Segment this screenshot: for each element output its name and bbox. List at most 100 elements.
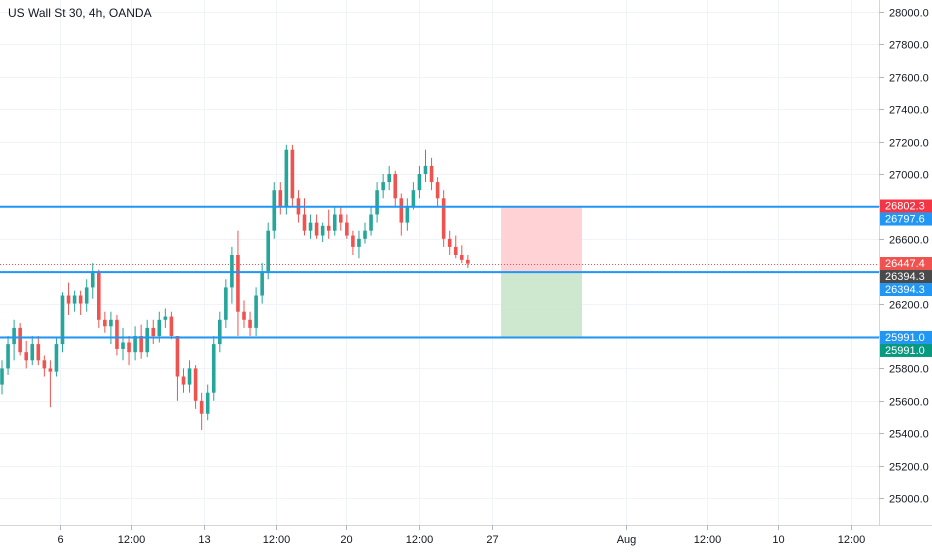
candle-body <box>42 360 47 369</box>
candle-body <box>24 352 28 361</box>
candle-body <box>272 190 277 231</box>
candle-body <box>441 198 446 239</box>
candle-body <box>145 327 149 353</box>
candle-body <box>109 319 113 327</box>
time-tick-label: 12:00 <box>263 534 291 546</box>
candle-body <box>466 259 470 264</box>
position-zones <box>501 206 582 338</box>
candle-body <box>320 225 325 236</box>
candle-body <box>163 316 168 320</box>
candle-body <box>48 368 53 372</box>
price-tick-label: 27400.0 <box>889 105 929 117</box>
candle-body <box>339 214 343 223</box>
candle-body <box>375 190 379 215</box>
stop-loss-zone[interactable] <box>501 206 582 273</box>
candle-body <box>351 235 355 247</box>
candle-body <box>97 271 101 320</box>
price-tick-label: 27200.0 <box>889 138 929 150</box>
candle-body <box>423 165 428 174</box>
price-label-text: 26797.6 <box>885 214 925 226</box>
candle-body <box>435 182 440 199</box>
candle-body <box>115 319 119 349</box>
price-label-tag <box>880 330 932 344</box>
candle-body <box>157 319 162 336</box>
candles <box>0 144 470 430</box>
candle-body <box>187 368 192 385</box>
price-tick-label: 27600.0 <box>889 73 929 85</box>
candle-body <box>393 174 398 199</box>
candle-body <box>260 271 264 296</box>
candle-body <box>103 319 107 327</box>
time-axis[interactable]: 6 12:00 13 12:00 20 12:00 27 Aug 12:00 10 12:00 <box>57 525 865 546</box>
candle-body <box>181 376 186 385</box>
price-label-text: 26394.3 <box>885 271 925 283</box>
price-label-tag <box>880 199 932 213</box>
candle-body <box>248 319 252 328</box>
time-tick-label: 13 <box>198 534 210 546</box>
candle-body <box>345 222 349 236</box>
chart-title: US Wall St 30, 4h, OANDA <box>8 6 152 20</box>
price-label-tag <box>880 212 932 226</box>
candle-body <box>332 214 337 231</box>
candle-body <box>290 149 295 199</box>
candle-body <box>30 344 35 361</box>
time-tick-label: 20 <box>340 534 352 546</box>
candle-body <box>54 344 59 372</box>
price-tick-label: 27800.0 <box>889 40 929 52</box>
candle-body <box>453 246 458 255</box>
time-tick-label: 10 <box>772 534 784 546</box>
candle-body <box>326 225 331 231</box>
take-profit-zone[interactable] <box>501 272 582 338</box>
price-label-text: 26447.4 <box>885 258 925 270</box>
candle-body <box>460 255 464 260</box>
price-tick-label: 28000.0 <box>889 8 929 20</box>
candle-body <box>36 344 41 361</box>
candle-body <box>175 336 180 377</box>
candle-body <box>447 238 452 247</box>
candle-body <box>242 311 246 320</box>
candle-body <box>60 295 65 345</box>
candle-body <box>139 336 143 353</box>
price-label-text: 25991.0 <box>885 345 925 357</box>
time-tick-label: Aug <box>617 534 637 546</box>
time-tick-label: 12:00 <box>694 534 722 546</box>
candle-body <box>12 327 16 345</box>
price-label-tag <box>880 343 932 357</box>
candle-body <box>363 230 367 239</box>
price-tick-label: 25000.0 <box>889 494 929 506</box>
candle-body <box>429 165 434 183</box>
candle-body <box>357 238 361 247</box>
candle-body <box>417 174 422 191</box>
candle-body <box>302 214 307 231</box>
price-tick-label: 25600.0 <box>889 397 929 409</box>
candle-body <box>199 400 204 414</box>
time-tick-label: 27 <box>486 534 498 546</box>
candle-body <box>411 190 416 207</box>
price-label-tag <box>880 257 932 271</box>
time-tick-label: 12:00 <box>118 534 146 546</box>
price-tick-label: 26600.0 <box>889 235 929 247</box>
candle-body <box>0 368 4 385</box>
price-tick-label: 25800.0 <box>889 364 929 376</box>
level-lines <box>0 205 879 339</box>
candle-body <box>278 190 283 207</box>
candle-body <box>399 198 404 223</box>
price-tick-label: 25200.0 <box>889 462 929 474</box>
candle-body <box>254 295 258 328</box>
candle-body <box>369 214 373 231</box>
candle-body <box>224 287 228 320</box>
candle-body <box>218 319 222 345</box>
time-tick-label: 12:00 <box>838 534 866 546</box>
candle-body <box>314 222 319 236</box>
price-label-text: 26394.3 <box>885 284 925 296</box>
price-label-text: 26802.3 <box>885 201 925 213</box>
time-tick-label: 6 <box>57 534 63 546</box>
price-tick-label: 27000.0 <box>889 170 929 182</box>
candle-body <box>66 295 71 304</box>
price-label-tag <box>880 283 932 297</box>
price-label-text: 25991.0 <box>885 332 925 344</box>
candle-body <box>72 295 77 304</box>
price-tick-label: 25400.0 <box>889 429 929 441</box>
